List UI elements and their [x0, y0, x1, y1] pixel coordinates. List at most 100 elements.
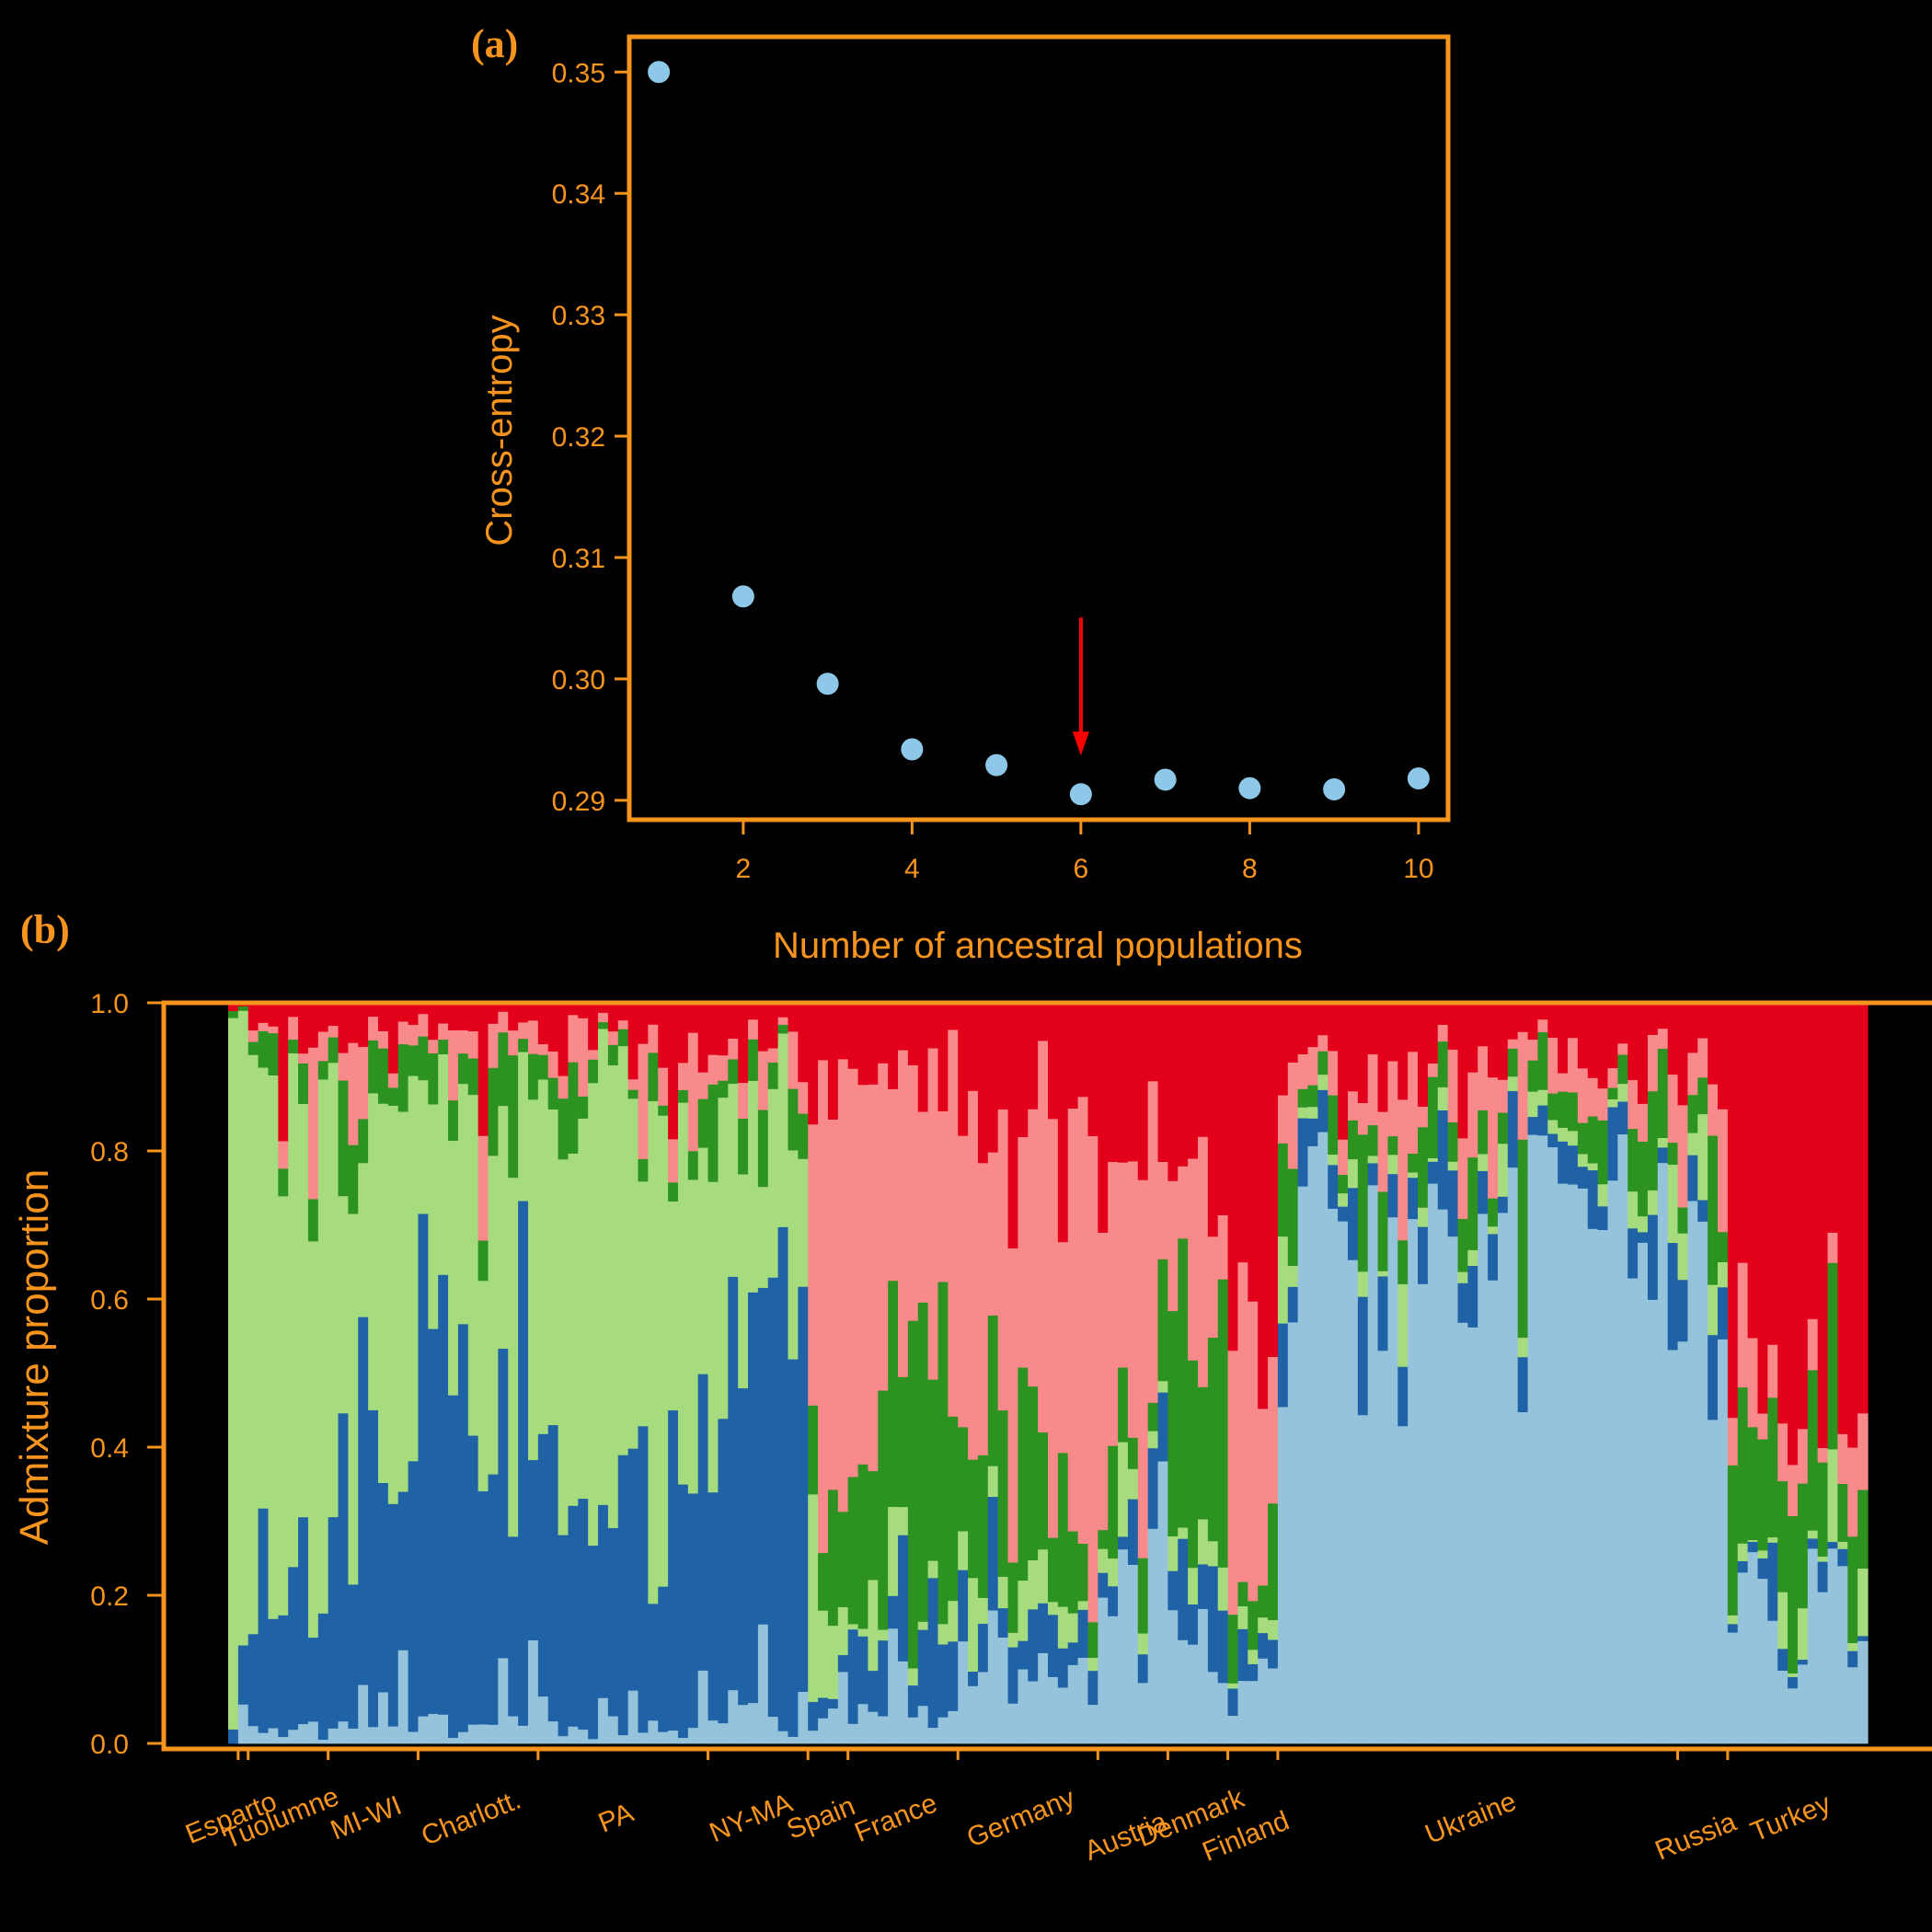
sample-bar-Ukraine [1307, 1003, 1318, 1744]
sample-bar-MI-WI [368, 1003, 379, 1744]
admixture-segment-k_dark_blue [1367, 1163, 1379, 1186]
admixture-segment-k_dark_blue [1597, 1205, 1609, 1230]
admixture-segment-k_red [898, 1003, 909, 1051]
admixture-segment-k_red [968, 1003, 979, 1091]
admixture-segment-k_light_blue [808, 1730, 819, 1744]
admixture-segment-k_dark_blue [1627, 1227, 1639, 1279]
admixture-segment-k_dark_blue [1387, 1173, 1398, 1218]
admixture-segment-k_red [668, 1003, 679, 1140]
sample-bar-Turkey [1727, 1003, 1739, 1744]
admixture-segment-k_light_blue [1718, 1339, 1729, 1744]
admixture-segment-k_light_green [1268, 1619, 1279, 1640]
admixture-segment-k_light_pink [1328, 1051, 1339, 1096]
panel-b-admixture-chart: (b) 0.00.20.40.60.81.0 EspartoTuolumneMI… [12, 907, 1932, 1868]
admixture-segment-k_light_green [1737, 1543, 1749, 1561]
admixture-segment-k_dark_blue [1237, 1628, 1248, 1682]
admixture-segment-k_dark_blue [508, 1535, 519, 1717]
admixture-segment-k_dark_blue [1677, 1279, 1689, 1342]
admixture-segment-k_light_blue [857, 1703, 869, 1744]
admixture-segment-k_light_green [1057, 1606, 1069, 1649]
admixture-segment-k_red [1437, 1003, 1449, 1026]
population-label: PA [594, 1798, 638, 1839]
admixture-segment-k_light_green [1617, 1083, 1628, 1102]
admixture-segment-k_light_pink [648, 1024, 659, 1053]
admixture-segment-k_dark_blue [1287, 1286, 1299, 1323]
admixture-segment-k_light_blue [658, 1731, 669, 1744]
admixture-segment-k_red [1847, 1003, 1858, 1448]
admixture-segment-k_light_green [1028, 1559, 1039, 1610]
sample-bar-Charlott. [527, 1003, 539, 1744]
admixture-segment-k_light_blue [1077, 1657, 1089, 1744]
admixture-segment-k_dark_green [1447, 1121, 1459, 1162]
sample-bar-Ukraine [1638, 1003, 1649, 1744]
admixture-segment-k_light_blue [888, 1627, 899, 1744]
admixture-segment-k_light_blue [1188, 1644, 1199, 1744]
admixture-segment-k_dark_green [1147, 1402, 1159, 1432]
admixture-segment-k_red [718, 1003, 729, 1056]
admixture-segment-k_dark_blue [798, 1286, 809, 1693]
sample-bar-France [907, 1003, 919, 1744]
admixture-segment-k_light_blue [588, 1738, 599, 1744]
admixture-segment-k_light_blue [358, 1685, 369, 1744]
admixture-segment-k_light_green [1657, 1137, 1669, 1148]
admixture-segment-k_light_green [1397, 1283, 1409, 1367]
admixture-segment-k_light_blue [1577, 1188, 1589, 1744]
admixture-segment-k_dark_blue [937, 1644, 949, 1718]
panel-b-plot-frame [161, 1000, 1932, 1752]
admixture-segment-k_dark_blue [338, 1412, 349, 1722]
admixture-segment-k_red [1328, 1003, 1339, 1052]
admixture-segment-k_light_green [1197, 1519, 1209, 1565]
admixture-segment-k_red [527, 1003, 539, 1021]
admixture-segment-k_dark_green [408, 1044, 420, 1076]
admixture-segment-k_light_blue [568, 1726, 579, 1744]
admixture-segment-k_dark_blue [438, 1274, 449, 1715]
admixture-segment-k_light_pink [1038, 1041, 1049, 1433]
admixture-segment-k_light_green [1118, 1442, 1129, 1537]
admixture-segment-k_dark_blue [1297, 1118, 1309, 1187]
admixture-segment-k_light_blue [977, 1672, 989, 1744]
admixture-segment-k_red [307, 1003, 319, 1048]
admixture-segment-k_light_green [1217, 1567, 1229, 1611]
admixture-segment-k_red [1607, 1003, 1618, 1069]
admixture-segment-k_dark_blue [307, 1637, 319, 1722]
admixture-segment-k_light_green [1287, 1265, 1299, 1287]
admixture-segment-k_red [1057, 1003, 1069, 1243]
admixture-segment-k_light_pink [1788, 1465, 1799, 1517]
admixture-segment-k_dark_blue [1587, 1169, 1599, 1229]
admixture-segment-k_red [748, 1003, 759, 1020]
admixture-segment-k_dark_blue [1827, 1541, 1839, 1549]
admixture-segment-k_light_green [1437, 1087, 1449, 1110]
admixture-segment-k_dark_blue [818, 1697, 829, 1719]
admixture-segment-k_dark_green [1827, 1262, 1839, 1450]
panel-a-y-axis: 0.29 0.30 0.31 0.32 0.33 0.34 0.35 [552, 58, 629, 817]
admixture-segment-k_light_green [668, 1201, 679, 1411]
data-point-k6 [1069, 783, 1092, 806]
admixture-segment-k_light_green [1377, 1271, 1389, 1277]
admixture-segment-k_dark_blue [1087, 1670, 1098, 1706]
admixture-segment-k_red [837, 1003, 849, 1060]
admixture-segment-k_red [278, 1003, 289, 1142]
panel-a-cross-entropy-chart: (a) 0.290.300.310.320.330.340.35 2 4 6 8 10 … [471, 21, 1451, 966]
sample-bar-NY-MA [757, 1003, 769, 1744]
sample-bar-NY-MA [788, 1003, 799, 1744]
admixture-segment-k_light_blue [718, 1722, 729, 1744]
sample-bar-Germany [1018, 1003, 1029, 1744]
admixture-segment-k_light_blue [397, 1650, 409, 1744]
admixture-segment-k_light_green [847, 1624, 859, 1630]
admixture-segment-k_light_pink [757, 1051, 769, 1110]
admixture-segment-k_dark_blue [617, 1455, 629, 1736]
admixture-segment-k_red [448, 1003, 459, 1031]
admixture-segment-k_light_pink [1188, 1158, 1199, 1361]
admixture-segment-k_light_blue [627, 1690, 639, 1744]
admixture-segment-k_light_pink [467, 1030, 479, 1059]
sample-bar-MI-WI [348, 1003, 359, 1744]
admixture-segment-k_dark_green [1527, 1060, 1539, 1092]
admixture-segment-k_dark_green [1307, 1085, 1318, 1108]
admixture-segment-k_light_pink [1338, 1139, 1349, 1176]
admixture-segment-k_red [907, 1003, 919, 1065]
admixture-segment-k_dark_blue [498, 1348, 509, 1659]
admixture-segment-k_red [627, 1003, 639, 1080]
admixture-segment-k_dark_green [387, 1087, 399, 1106]
admixture-segment-k_light_blue [368, 1726, 379, 1744]
admixture-segment-k_dark_blue [268, 1618, 279, 1729]
